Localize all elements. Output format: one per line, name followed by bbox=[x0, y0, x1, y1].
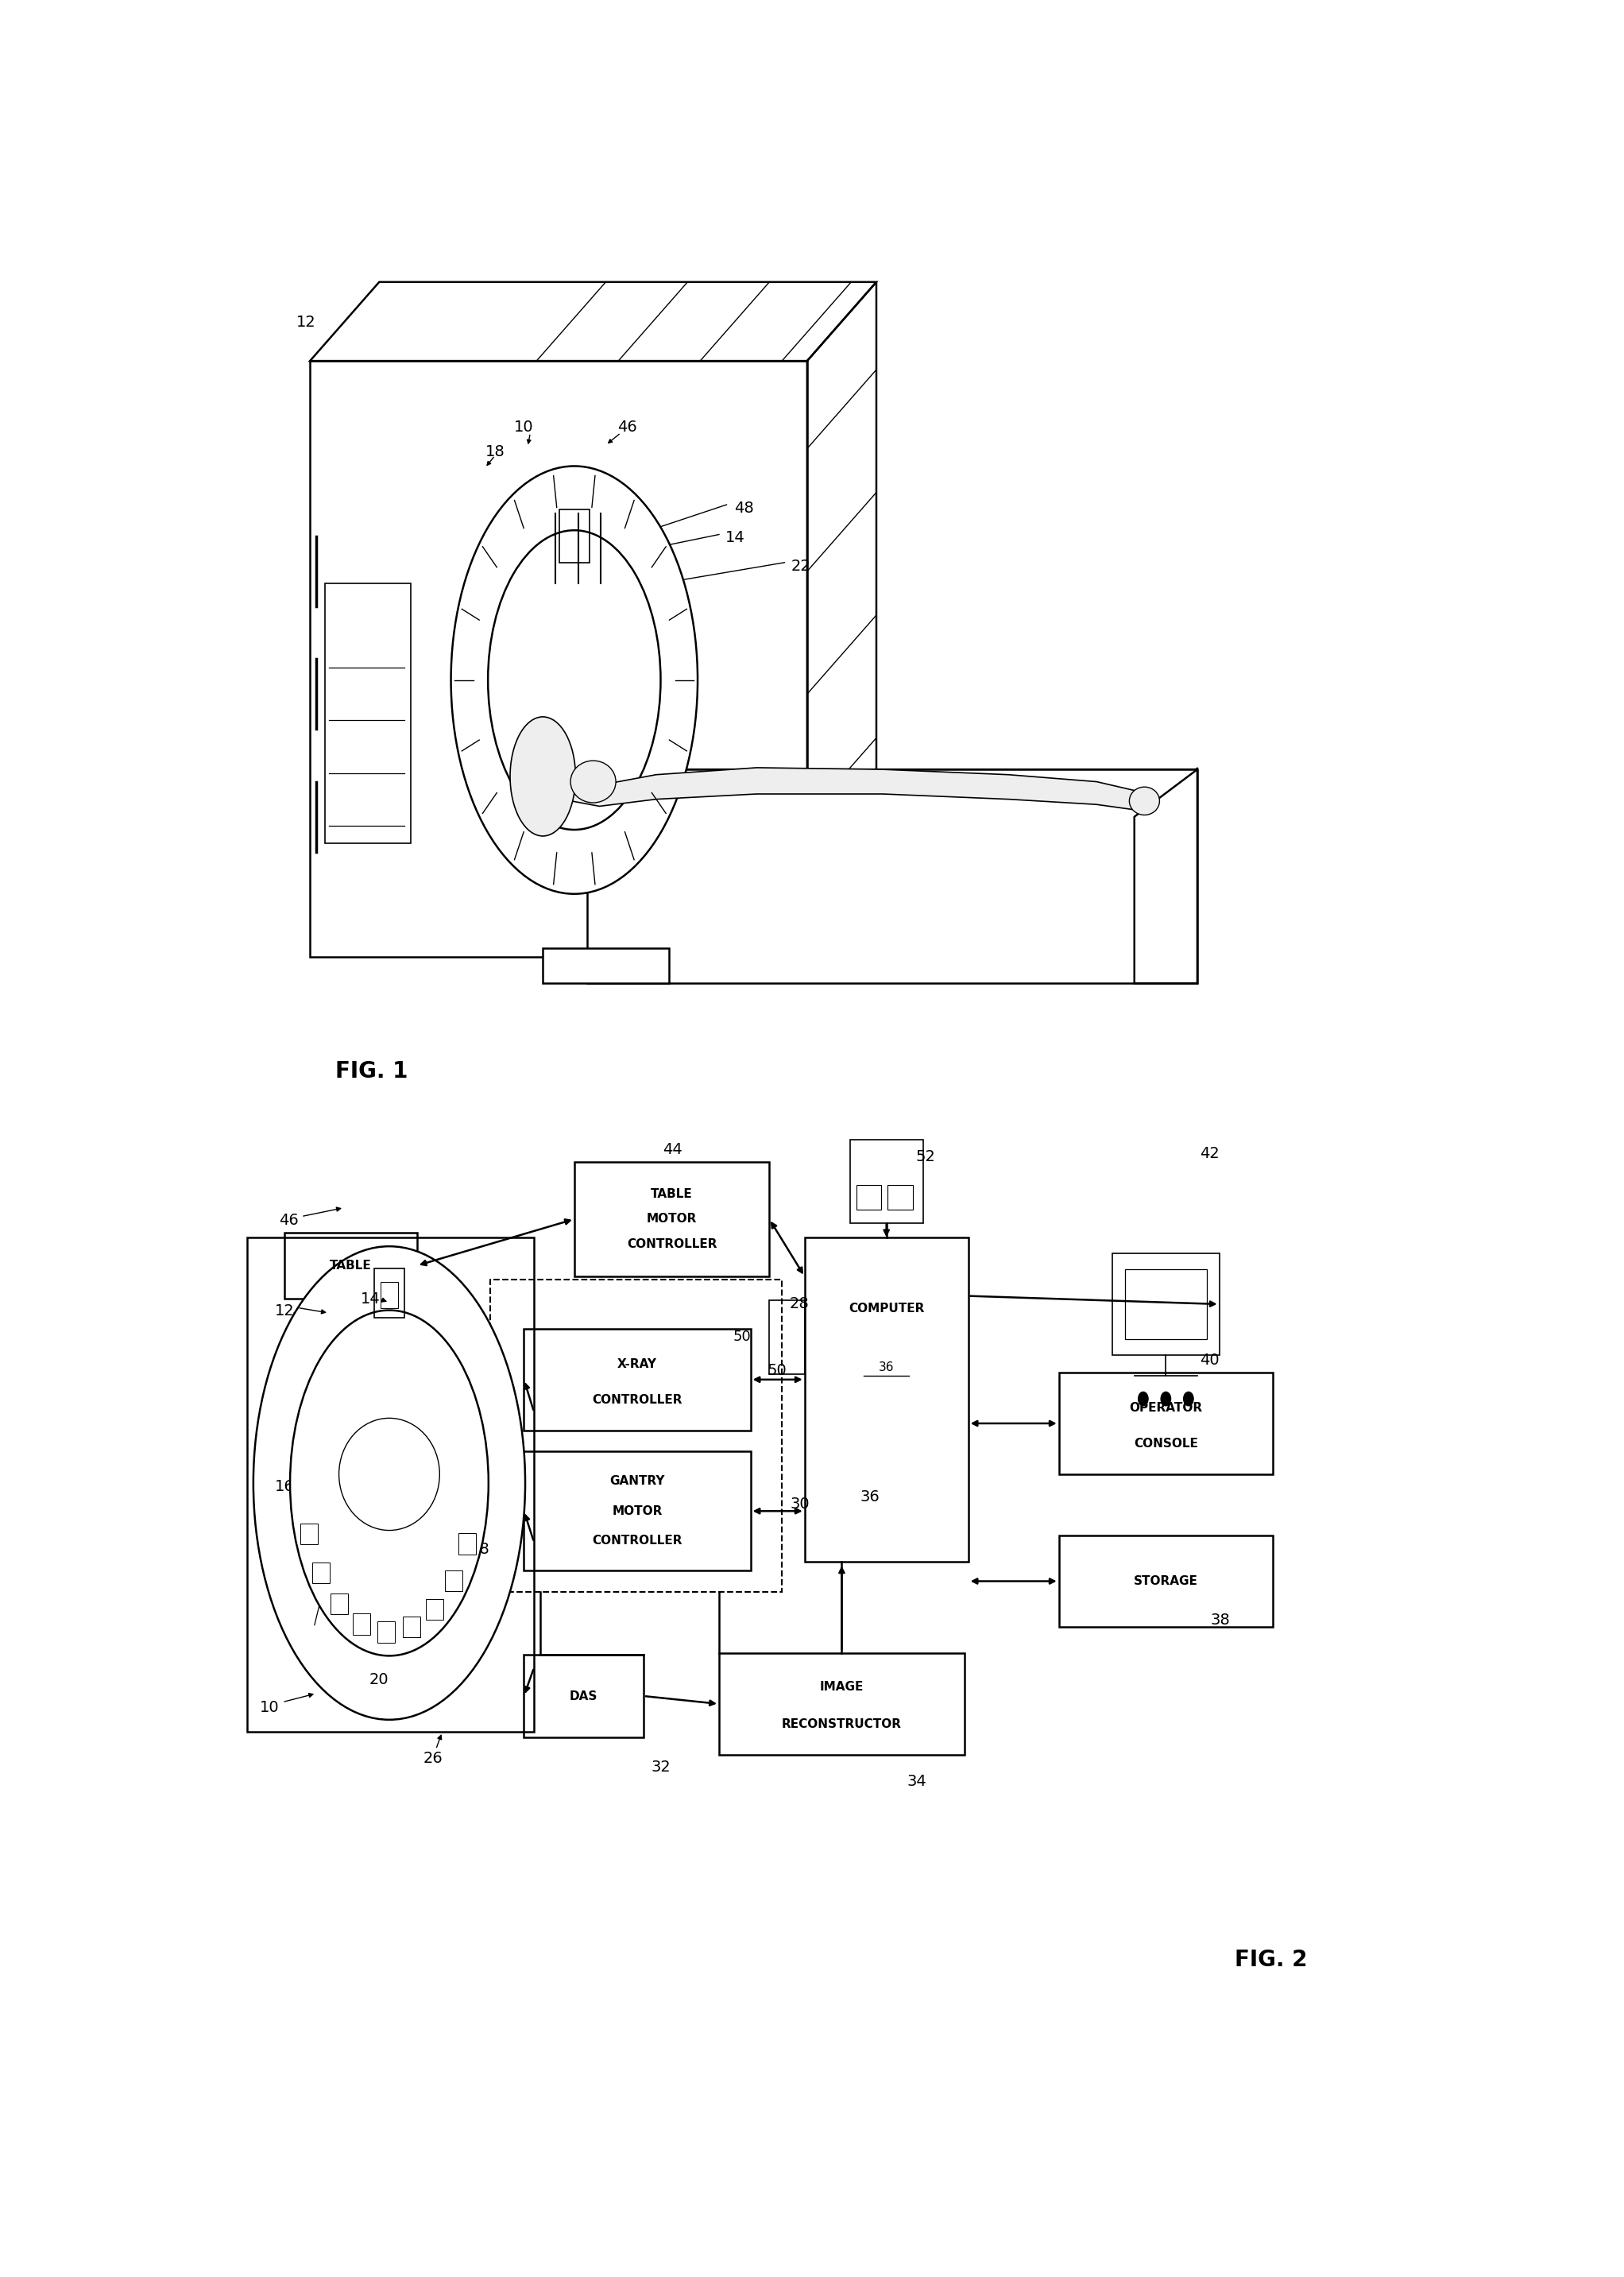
Text: 46: 46 bbox=[617, 419, 637, 435]
Text: 14: 14 bbox=[361, 1291, 380, 1307]
Circle shape bbox=[1138, 1391, 1148, 1405]
Text: +: + bbox=[385, 1469, 393, 1480]
Text: CONTROLLER: CONTROLLER bbox=[627, 1239, 716, 1250]
Polygon shape bbox=[525, 770, 1197, 817]
Text: 46: 46 bbox=[279, 1211, 299, 1227]
Text: 14: 14 bbox=[726, 531, 745, 546]
Text: 36: 36 bbox=[879, 1362, 895, 1373]
Ellipse shape bbox=[291, 1309, 489, 1655]
Text: 24: 24 bbox=[416, 1419, 435, 1435]
Text: 40: 40 bbox=[1200, 1353, 1220, 1368]
Text: MOTOR: MOTOR bbox=[646, 1214, 697, 1225]
Circle shape bbox=[1184, 1391, 1194, 1405]
Text: OPERATOR: OPERATOR bbox=[1129, 1403, 1202, 1414]
Text: 42: 42 bbox=[1200, 1145, 1220, 1161]
Text: DAS: DAS bbox=[570, 1690, 598, 1701]
Circle shape bbox=[1161, 1391, 1171, 1405]
Polygon shape bbox=[586, 770, 1197, 984]
Ellipse shape bbox=[253, 1246, 525, 1719]
Text: 20: 20 bbox=[369, 1671, 390, 1687]
Text: GANTRY: GANTRY bbox=[609, 1475, 664, 1487]
Text: 28: 28 bbox=[789, 1296, 809, 1312]
Text: 10: 10 bbox=[515, 419, 534, 435]
Text: STORAGE: STORAGE bbox=[1134, 1576, 1199, 1587]
Text: 22: 22 bbox=[367, 1409, 387, 1423]
Text: CONTROLLER: CONTROLLER bbox=[593, 1535, 682, 1546]
Text: 44: 44 bbox=[663, 1143, 682, 1157]
Ellipse shape bbox=[339, 1419, 440, 1530]
Ellipse shape bbox=[487, 531, 661, 829]
Ellipse shape bbox=[1129, 788, 1160, 815]
Text: 22: 22 bbox=[791, 558, 810, 574]
Text: 36: 36 bbox=[861, 1489, 880, 1505]
Text: 48: 48 bbox=[734, 501, 754, 515]
Text: 18: 18 bbox=[469, 1542, 490, 1557]
Text: 26: 26 bbox=[424, 1751, 443, 1767]
Text: 50: 50 bbox=[767, 1364, 786, 1378]
Text: CONTROLLER: CONTROLLER bbox=[593, 1394, 682, 1405]
Text: IMAGE: IMAGE bbox=[820, 1680, 864, 1692]
Text: 50: 50 bbox=[732, 1330, 750, 1343]
Text: MOTOR: MOTOR bbox=[612, 1505, 663, 1516]
Text: 16: 16 bbox=[274, 1480, 294, 1494]
Text: TABLE: TABLE bbox=[330, 1259, 372, 1271]
Ellipse shape bbox=[510, 717, 575, 836]
Text: RECONSTRUCTOR: RECONSTRUCTOR bbox=[781, 1719, 901, 1731]
Text: X-RAY: X-RAY bbox=[617, 1359, 658, 1371]
Text: 30: 30 bbox=[789, 1496, 809, 1512]
Text: 12: 12 bbox=[296, 314, 317, 330]
Text: COMPUTER: COMPUTER bbox=[848, 1302, 924, 1314]
Text: CONSOLE: CONSOLE bbox=[1134, 1437, 1199, 1450]
Ellipse shape bbox=[451, 467, 698, 895]
Text: TABLE: TABLE bbox=[651, 1189, 693, 1200]
Text: 12: 12 bbox=[274, 1305, 294, 1318]
Text: 32: 32 bbox=[651, 1760, 671, 1774]
Text: 18: 18 bbox=[486, 444, 505, 460]
Text: 38: 38 bbox=[1210, 1612, 1229, 1628]
Polygon shape bbox=[1134, 770, 1197, 984]
Ellipse shape bbox=[570, 761, 615, 804]
Polygon shape bbox=[542, 947, 669, 984]
Text: 52: 52 bbox=[916, 1150, 935, 1164]
Text: 10: 10 bbox=[260, 1701, 279, 1715]
Polygon shape bbox=[562, 767, 1134, 811]
Text: FIG. 1: FIG. 1 bbox=[335, 1059, 408, 1082]
Text: FIG. 2: FIG. 2 bbox=[1234, 1949, 1307, 1972]
Text: 34: 34 bbox=[906, 1774, 926, 1790]
